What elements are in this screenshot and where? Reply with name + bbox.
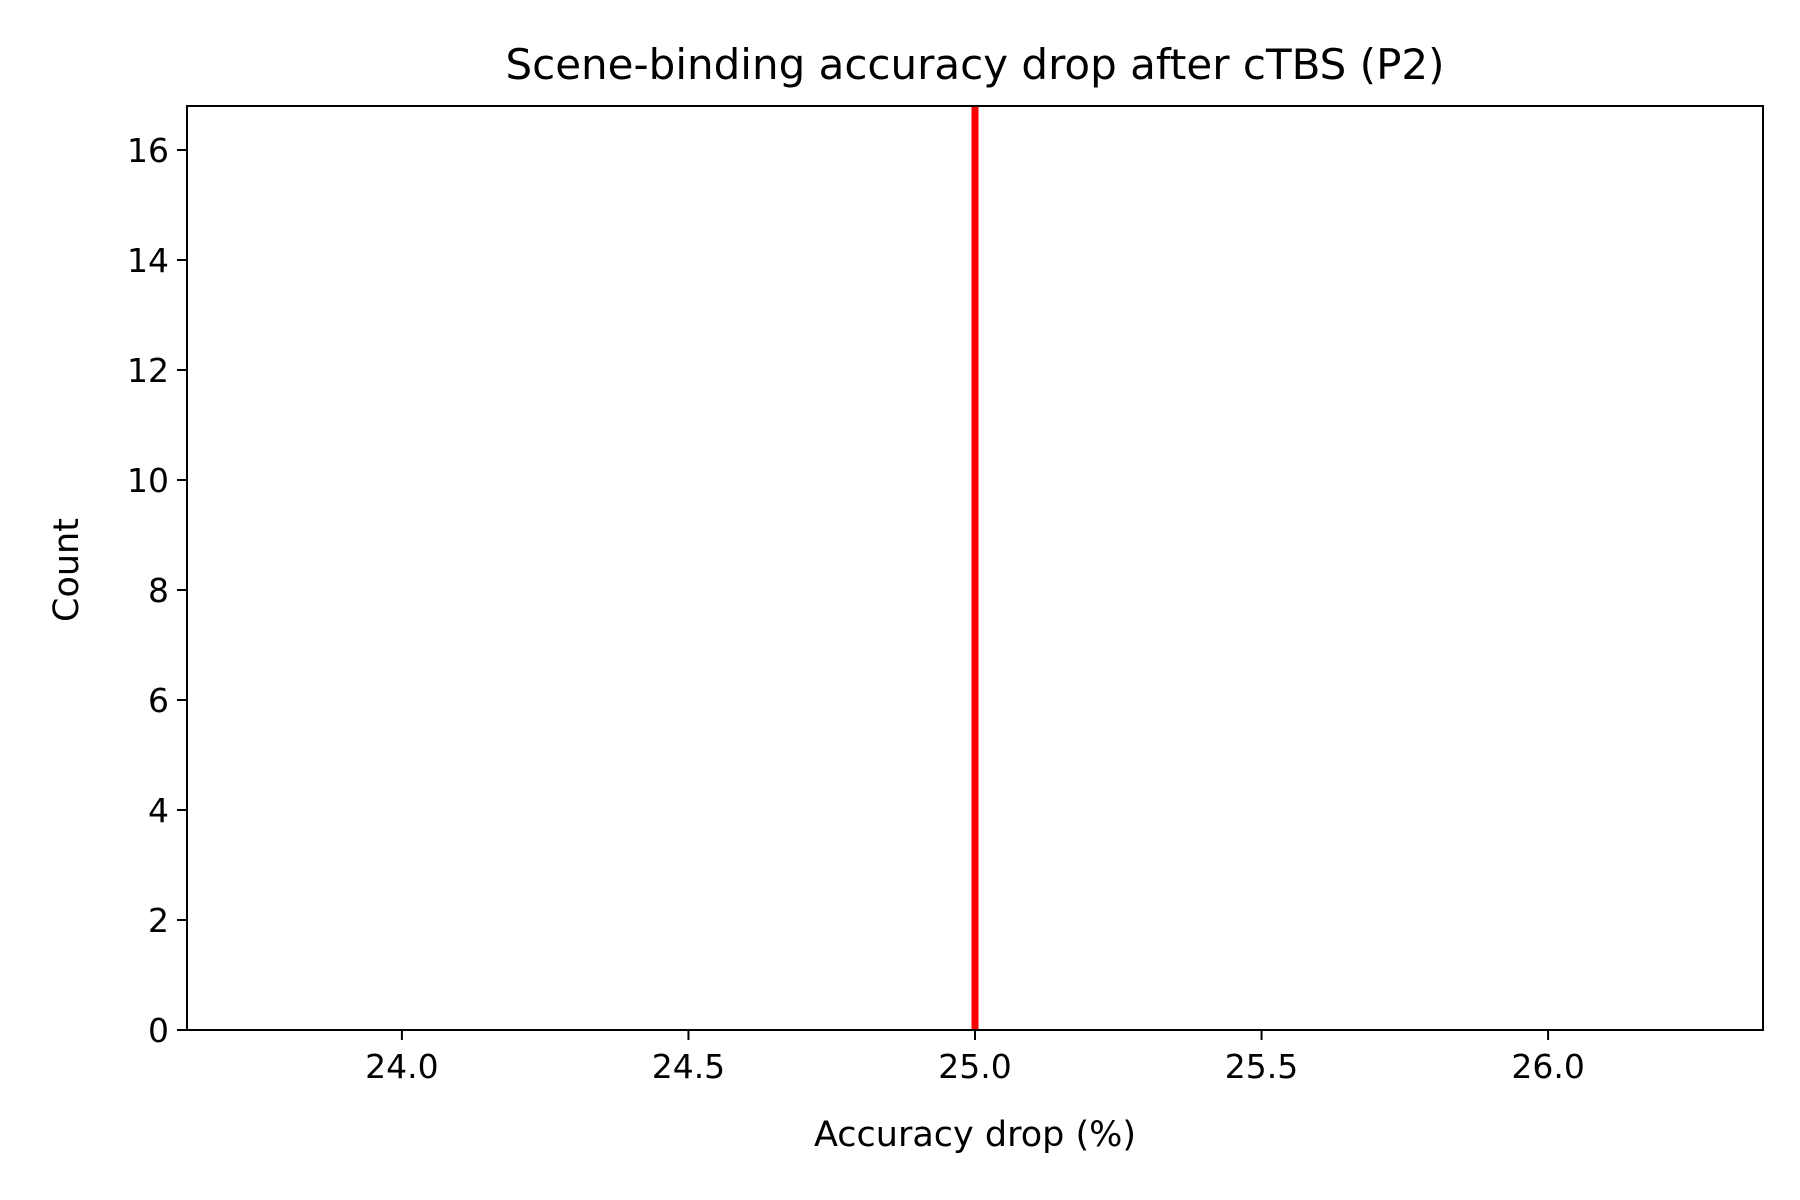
plot-area-frame: [186, 105, 1764, 1031]
x-tick-label: 26.0: [1511, 1047, 1584, 1086]
x-tick-label: 24.0: [365, 1047, 438, 1086]
y-tick-label: 14: [127, 241, 169, 280]
x-tick-label: 25.0: [938, 1047, 1011, 1086]
chart-title: Scene-binding accuracy drop after cTBS (…: [505, 40, 1444, 89]
x-tick-label: 25.5: [1225, 1047, 1298, 1086]
y-tick-label: 10: [127, 461, 169, 500]
y-tick-label: 12: [127, 351, 169, 390]
y-axis-ticks: 0 2 4 6 8 10 12 14 16: [127, 131, 187, 1050]
y-tick-label: 4: [148, 791, 169, 830]
x-axis-label: Accuracy drop (%): [814, 1115, 1136, 1155]
y-tick-label: 6: [148, 681, 169, 720]
x-axis-ticks: 24.0 24.5 25.0 25.5 26.0: [365, 1030, 1585, 1086]
y-tick-label: 2: [148, 901, 169, 940]
y-axis-label: Count: [47, 518, 87, 622]
y-tick-label: 16: [127, 131, 169, 170]
y-tick-label: 0: [148, 1011, 169, 1050]
y-tick-label: 8: [148, 571, 169, 610]
x-tick-label: 24.5: [652, 1047, 725, 1086]
